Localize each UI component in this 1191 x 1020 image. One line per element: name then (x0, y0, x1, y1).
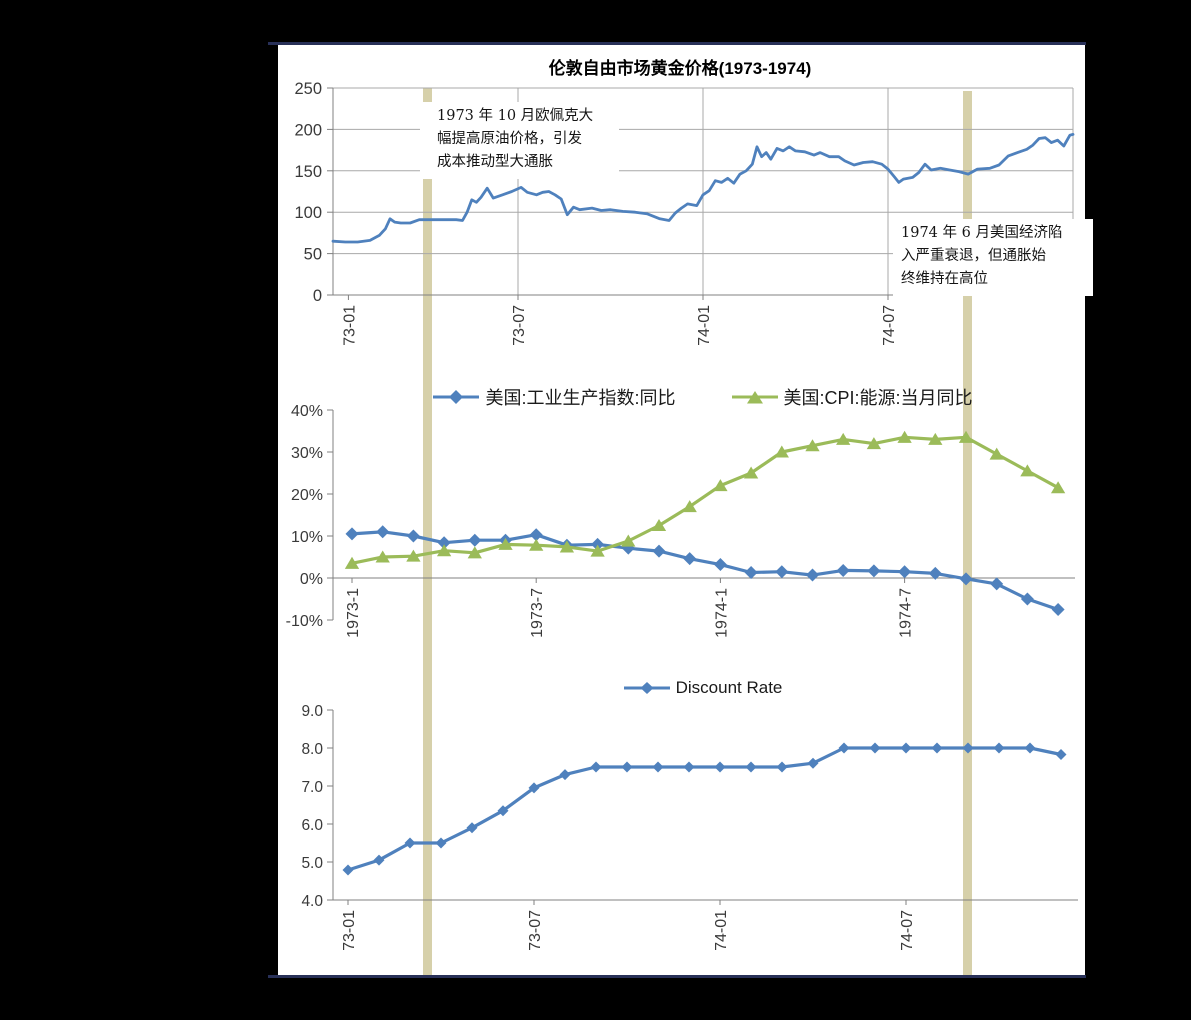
legend-label-cpi-energy: 美国:CPI:能源:当月同比 (783, 388, 973, 408)
legend-line-diamond-icon (623, 682, 670, 694)
annotation-opec-line: 1973 年 10 月欧佩克大 (437, 108, 594, 124)
panel-top-border (268, 42, 1086, 45)
annotation-recession-line: 终维持在高位 (901, 271, 988, 287)
annotation-opec-line: 成本推动型大通胀 (437, 154, 553, 170)
legend-label-industrial-production: 美国:工业生产指数:同比 (485, 388, 676, 408)
legend-discount-rate: Discount Rate (333, 676, 1073, 700)
annotation-recession: 1974 年 6 月美国经济陷 入严重衰退，但通胀始 终维持在高位 (893, 219, 1093, 296)
triangle-marker-icon (746, 391, 763, 404)
annotation-recession-line: 入严重衰退，但通胀始 (901, 248, 1046, 264)
highlight-band-oct-1973 (423, 88, 432, 975)
legend-middle-chart: 美国:工业生产指数:同比 美国:CPI:能源:当月同比 (333, 384, 1073, 410)
legend-item-industrial-production: 美国:工业生产指数:同比 (433, 384, 676, 410)
gold-chart-title: 伦敦自由市场黄金价格(1973-1974) (548, 59, 812, 78)
legend-label-discount-rate: Discount Rate (675, 678, 783, 697)
legend-line-triangle-icon (731, 391, 778, 404)
legend-item-discount-rate: Discount Rate (623, 678, 783, 698)
diamond-marker-icon (449, 390, 464, 404)
annotation-opec-line: 幅提高原油价格，引发 (437, 131, 582, 147)
legend-line-diamond-icon (433, 390, 480, 404)
legend-item-cpi-energy: 美国:CPI:能源:当月同比 (731, 384, 973, 410)
annotation-recession-line: 1974 年 6 月美国经济陷 (901, 225, 1063, 241)
annotation-opec: 1973 年 10 月欧佩克大 幅提高原油价格，引发 成本推动型大通胀 (420, 102, 619, 179)
panel-bottom-border (268, 975, 1086, 978)
diamond-marker-icon (640, 682, 654, 694)
